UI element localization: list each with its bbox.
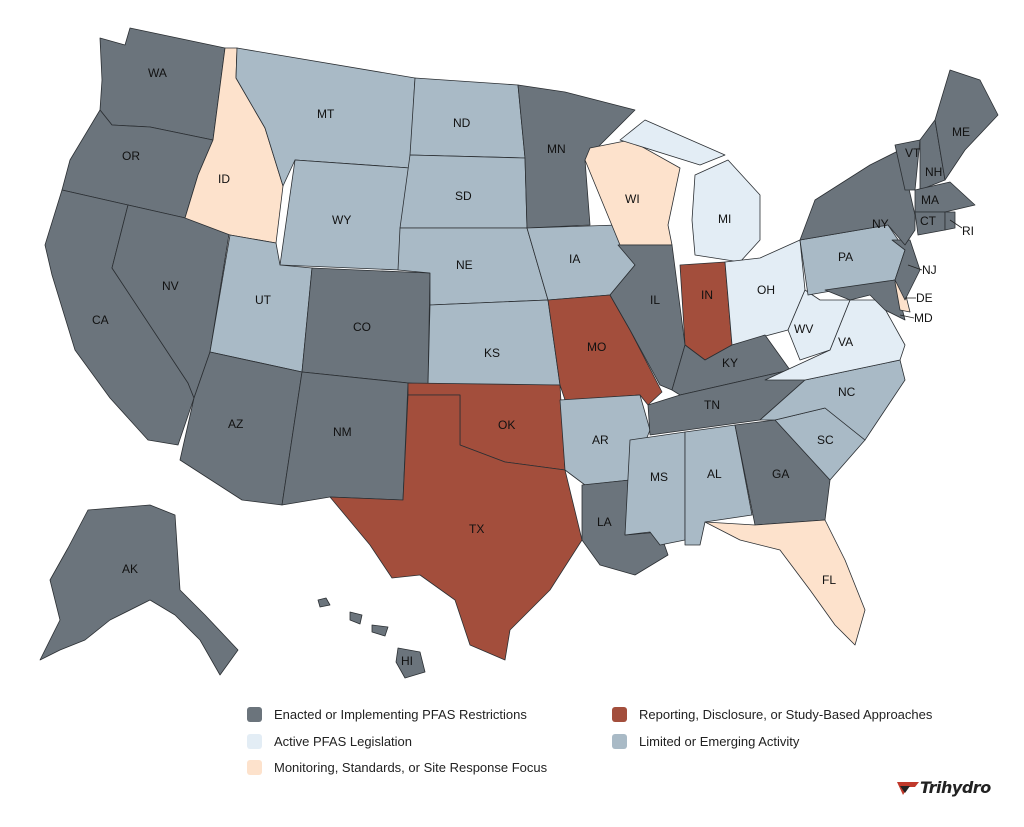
- label-me: ME: [952, 125, 970, 139]
- label-la: LA: [597, 515, 612, 529]
- legend-label-monitoring: Monitoring, Standards, or Site Response …: [274, 760, 548, 775]
- state-ri[interactable]: [944, 211, 956, 231]
- brand-name: Trihydro: [920, 778, 991, 797]
- label-fl: FL: [822, 573, 836, 587]
- legend-item-limited: Limited or Emerging Activity: [612, 734, 799, 749]
- label-ky: KY: [722, 356, 738, 370]
- label-al: AL: [707, 467, 722, 481]
- label-pa: PA: [838, 250, 853, 264]
- state-ma[interactable]: [914, 181, 976, 213]
- state-mn[interactable]: [517, 84, 636, 229]
- label-nd: ND: [453, 116, 471, 130]
- label-tn: TN: [704, 398, 720, 412]
- label-sc: SC: [817, 433, 834, 447]
- legend-label-reporting: Reporting, Disclosure, or Study-Based Ap…: [639, 707, 933, 722]
- legend-label-enacted: Enacted or Implementing PFAS Restriction…: [274, 707, 527, 722]
- label-mi: MI: [718, 212, 731, 226]
- label-oh: OH: [757, 283, 775, 297]
- label-mn: MN: [547, 142, 566, 156]
- label-ar: AR: [592, 433, 609, 447]
- label-wy: WY: [332, 213, 351, 227]
- state-ny[interactable]: [799, 149, 916, 246]
- brand-logo: Trihydro: [896, 778, 991, 797]
- trihydro-logo-icon: [897, 781, 919, 795]
- label-sd: SD: [455, 189, 472, 203]
- legend-item-monitoring: Monitoring, Standards, or Site Response …: [247, 760, 547, 775]
- label-wi: WI: [625, 192, 640, 206]
- label-mo: MO: [587, 340, 606, 354]
- label-wa: WA: [148, 66, 167, 80]
- legend-swatch-enacted: [247, 707, 262, 722]
- legend-label-limited: Limited or Emerging Activity: [639, 734, 800, 749]
- legend-swatch-limited: [612, 734, 627, 749]
- state-ks[interactable]: [427, 299, 561, 386]
- legend: Enacted or Implementing PFAS Restriction…: [247, 703, 1007, 783]
- leader-ri: [949, 219, 963, 229]
- state-me[interactable]: [934, 69, 999, 181]
- label-nh: NH: [925, 165, 942, 179]
- legend-swatch-active: [247, 734, 262, 749]
- label-ri: RI: [962, 224, 974, 238]
- label-vt: VT: [905, 146, 921, 160]
- state-ak[interactable]: [39, 504, 239, 676]
- label-ks: KS: [484, 346, 500, 360]
- label-az: AZ: [228, 417, 243, 431]
- state-nj[interactable]: [891, 239, 921, 301]
- label-nm: NM: [333, 425, 352, 439]
- label-wv: WV: [794, 322, 813, 336]
- state-tx[interactable]: [329, 394, 583, 661]
- label-hi: HI: [401, 654, 413, 668]
- legend-swatch-reporting: [612, 707, 627, 722]
- state-in[interactable]: [679, 261, 733, 361]
- state-mi[interactable]: [619, 119, 761, 263]
- us-map: WA OR CA NV ID MT WY UT AZ CO NM ND SD N…: [39, 27, 999, 679]
- leader-nj: [907, 264, 923, 271]
- leader-md: [899, 314, 915, 319]
- state-hi[interactable]: [317, 597, 426, 679]
- label-md: MD: [914, 311, 933, 325]
- state-ms[interactable]: [624, 431, 686, 546]
- legend-label-active: Active PFAS Legislation: [274, 734, 413, 749]
- label-ga: GA: [772, 467, 789, 481]
- legend-item-active: Active PFAS Legislation: [247, 734, 412, 749]
- label-ma: MA: [921, 193, 939, 207]
- legend-item-enacted: Enacted or Implementing PFAS Restriction…: [247, 707, 527, 722]
- legend-swatch-monitoring: [247, 760, 262, 775]
- label-ok: OK: [498, 418, 515, 432]
- label-ca: CA: [92, 313, 109, 327]
- label-tx: TX: [469, 522, 484, 536]
- label-mt: MT: [317, 107, 335, 121]
- label-ct: CT: [920, 214, 937, 228]
- label-ny: NY: [872, 217, 889, 231]
- state-ga[interactable]: [734, 419, 831, 526]
- label-id: ID: [218, 172, 230, 186]
- label-in: IN: [701, 288, 713, 302]
- label-ia: IA: [569, 252, 580, 266]
- label-ms: MS: [650, 470, 668, 484]
- label-il: IL: [650, 293, 660, 307]
- state-fl[interactable]: [704, 519, 866, 646]
- state-il[interactable]: [609, 244, 686, 391]
- label-nc: NC: [838, 385, 856, 399]
- label-nv: NV: [162, 279, 179, 293]
- label-ak: AK: [122, 562, 138, 576]
- label-nj: NJ: [922, 263, 937, 277]
- label-or: OR: [122, 149, 140, 163]
- label-va: VA: [838, 335, 853, 349]
- label-co: CO: [353, 320, 371, 334]
- label-de: DE: [916, 291, 933, 305]
- label-ne: NE: [456, 258, 473, 272]
- legend-item-reporting: Reporting, Disclosure, or Study-Based Ap…: [612, 707, 932, 722]
- state-wa[interactable]: [99, 27, 226, 141]
- label-ut: UT: [255, 293, 272, 307]
